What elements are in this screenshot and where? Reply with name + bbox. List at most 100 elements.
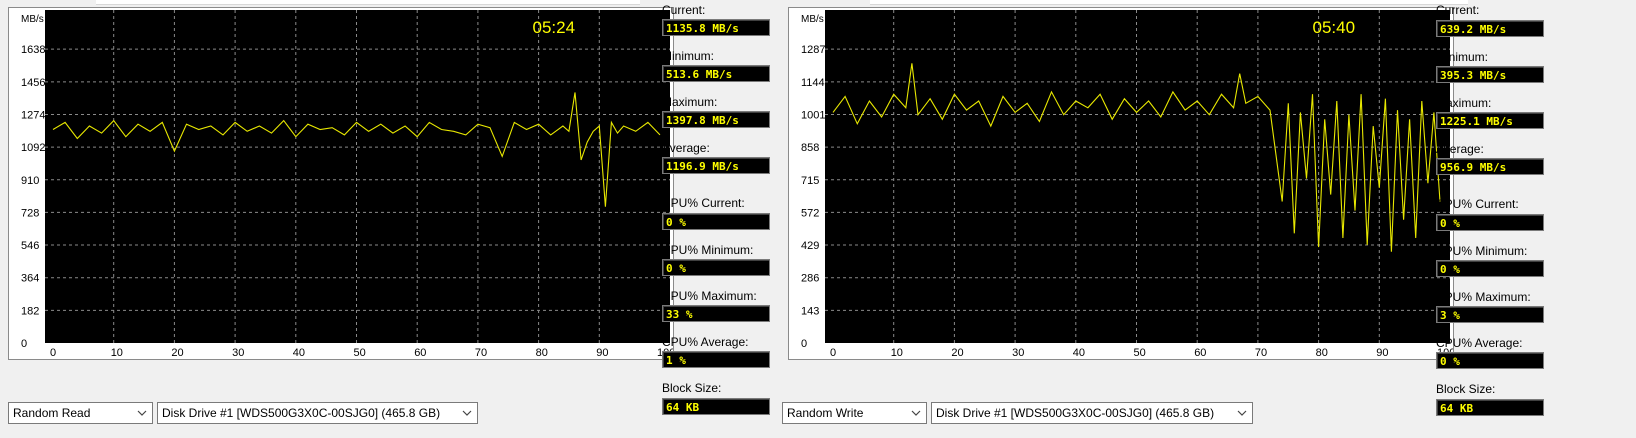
x-tick-label: 20 bbox=[171, 347, 183, 359]
y-tick-label: 1287 bbox=[801, 44, 825, 56]
cpu-maximum-label: CPU% Maximum: bbox=[662, 289, 757, 303]
minimum-value: 513.6 MB/s bbox=[662, 65, 770, 82]
x-tick-label: 0 bbox=[830, 347, 836, 359]
y-tick-label: 858 bbox=[801, 142, 819, 154]
tab-edge bbox=[96, 0, 640, 5]
maximum-label: Maximum: bbox=[1436, 96, 1492, 110]
right-benchmark-panel: 1287 1144 1001 858 715 572 429 286 143 0 MB/s 0 10 20… bbox=[782, 0, 1636, 438]
test-type-select-value: Random Read bbox=[13, 406, 91, 420]
y-tick-label: 728 bbox=[21, 207, 39, 219]
cpu-average-value: 1 % bbox=[662, 351, 770, 368]
cpu-average-value: 0 % bbox=[1436, 352, 1544, 369]
elapsed-timer: 05:24 bbox=[533, 18, 576, 37]
current-label: Current: bbox=[662, 3, 706, 17]
cpu-maximum-value: 33 % bbox=[662, 305, 770, 322]
cpu-minimum-label: CPU% Minimum: bbox=[662, 243, 754, 257]
average-value: 956.9 MB/s bbox=[1436, 158, 1544, 175]
minimum-value: 395.3 MB/s bbox=[1436, 66, 1544, 83]
cpu-current-label: CPU% Current: bbox=[1436, 197, 1519, 211]
drive-select[interactable]: Disk Drive #1 [WDS500G3X0C-00SJG0] (465.… bbox=[157, 402, 478, 424]
cpu-average-label: CPU% Average: bbox=[1436, 336, 1523, 350]
chevron-down-icon bbox=[137, 410, 147, 416]
y-tick-label: 0 bbox=[801, 338, 807, 350]
chevron-down-icon bbox=[462, 410, 472, 416]
y-tick-label: 1092 bbox=[21, 142, 45, 154]
unit-label: MB/s bbox=[21, 14, 44, 25]
x-tick-label: 90 bbox=[596, 347, 608, 359]
x-tick-label: 0 bbox=[50, 347, 56, 359]
drive-select-value: Disk Drive #1 [WDS500G3X0C-00SJG0] (465.… bbox=[936, 406, 1215, 420]
y-tick-label: 715 bbox=[801, 175, 819, 187]
average-label: Average: bbox=[662, 141, 710, 155]
chevron-down-icon bbox=[911, 410, 921, 416]
y-tick-label: 182 bbox=[21, 305, 39, 317]
x-tick-label: 60 bbox=[414, 347, 426, 359]
average-label: Average: bbox=[1436, 142, 1484, 156]
throughput-line bbox=[52, 92, 661, 207]
y-tick-label: 1638 bbox=[21, 44, 45, 56]
x-tick-label: 50 bbox=[354, 347, 366, 359]
cpu-current-label: CPU% Current: bbox=[662, 196, 745, 210]
x-tick-label: 60 bbox=[1194, 347, 1206, 359]
x-tick-label: 40 bbox=[293, 347, 305, 359]
x-tick-label: 10 bbox=[111, 347, 123, 359]
chevron-down-icon bbox=[1237, 410, 1247, 416]
throughput-chart: 1638 1456 1274 1092 910 728 546 364 182 0 MB/s 0 10 2… bbox=[8, 7, 674, 360]
throughput-chart-svg: 1638 1456 1274 1092 910 728 546 364 182 0 MB/s 0 10 2… bbox=[21, 10, 673, 359]
plot-area bbox=[45, 10, 670, 343]
block-size-value: 64 KB bbox=[1436, 399, 1544, 416]
y-tick-label: 910 bbox=[21, 175, 39, 187]
throughput-line bbox=[832, 63, 1441, 252]
cpu-minimum-value: 0 % bbox=[662, 259, 770, 276]
x-tick-label: 40 bbox=[1073, 347, 1085, 359]
y-tick-label: 1274 bbox=[21, 109, 45, 121]
x-tick-label: 70 bbox=[1255, 347, 1267, 359]
maximum-value: 1225.1 MB/s bbox=[1436, 112, 1544, 129]
y-tick-label: 364 bbox=[21, 273, 39, 285]
x-tick-label: 10 bbox=[891, 347, 903, 359]
x-tick-label: 30 bbox=[1012, 347, 1024, 359]
tab-edge bbox=[870, 0, 1468, 5]
y-tick-label: 286 bbox=[801, 273, 819, 285]
y-tick-label: 143 bbox=[801, 305, 819, 317]
cpu-minimum-value: 0 % bbox=[1436, 260, 1544, 277]
test-type-select[interactable]: Random Write bbox=[782, 402, 927, 424]
maximum-label: Maximum: bbox=[662, 95, 718, 109]
x-tick-label: 90 bbox=[1376, 347, 1388, 359]
left-benchmark-panel: 1638 1456 1274 1092 910 728 546 364 182 0 MB/s 0 10 2… bbox=[8, 0, 770, 424]
x-tick-label: 70 bbox=[475, 347, 487, 359]
cpu-minimum-label: CPU% Minimum: bbox=[1436, 244, 1528, 258]
maximum-value: 1397.8 MB/s bbox=[662, 111, 770, 128]
drive-select-value: Disk Drive #1 [WDS500G3X0C-00SJG0] (465.… bbox=[162, 406, 441, 420]
y-tick-label: 0 bbox=[21, 338, 27, 350]
y-tick-label: 546 bbox=[21, 240, 39, 252]
block-size-label: Block Size: bbox=[1436, 382, 1496, 396]
x-tick-label: 20 bbox=[951, 347, 963, 359]
y-tick-label: 1456 bbox=[21, 77, 45, 89]
y-tick-label: 1144 bbox=[801, 77, 825, 89]
test-type-select-value: Random Write bbox=[787, 406, 864, 420]
minimum-label: Minimum: bbox=[662, 49, 715, 63]
cpu-current-value: 0 % bbox=[1436, 214, 1544, 231]
y-tick-label: 1001 bbox=[801, 109, 825, 121]
drive-select[interactable]: Disk Drive #1 [WDS500G3X0C-00SJG0] (465.… bbox=[931, 402, 1253, 424]
throughput-chart: 1287 1144 1001 858 715 572 429 286 143 0 MB/s 0 10 20… bbox=[788, 7, 1454, 360]
y-tick-label: 572 bbox=[801, 207, 819, 219]
cpu-maximum-value: 3 % bbox=[1436, 306, 1544, 323]
average-value: 1196.9 MB/s bbox=[662, 157, 770, 174]
elapsed-timer: 05:40 bbox=[1313, 18, 1356, 37]
test-type-select[interactable]: Random Read bbox=[8, 402, 153, 424]
cpu-maximum-label: CPU% Maximum: bbox=[1436, 290, 1531, 304]
current-label: Current: bbox=[1436, 3, 1480, 17]
throughput-chart-svg: 1287 1144 1001 858 715 572 429 286 143 0 MB/s 0 10 20… bbox=[801, 10, 1453, 359]
x-tick-label: 30 bbox=[232, 347, 244, 359]
minimum-label: Minimum: bbox=[1436, 50, 1489, 64]
y-tick-label: 429 bbox=[801, 240, 819, 252]
x-tick-label: 80 bbox=[536, 347, 548, 359]
cpu-average-label: CPU% Average: bbox=[662, 335, 749, 349]
block-size-label: Block Size: bbox=[662, 381, 722, 395]
current-value: 639.2 MB/s bbox=[1436, 20, 1544, 37]
unit-label: MB/s bbox=[801, 14, 824, 25]
block-size-value: 64 KB bbox=[662, 398, 770, 415]
cpu-current-value: 0 % bbox=[662, 213, 770, 230]
